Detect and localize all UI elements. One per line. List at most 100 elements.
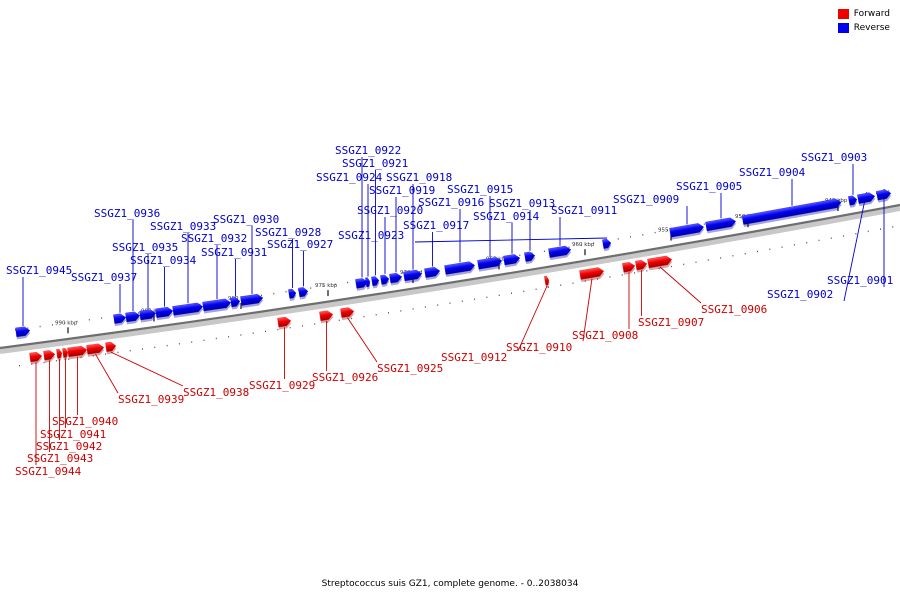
gene-label-SSGZ1_0918[interactable]: SSGZ1_0918 <box>386 171 452 184</box>
reverse-gene-feature[interactable] <box>524 251 536 265</box>
gene-arrow-SSGZ1_0942[interactable] <box>56 348 63 359</box>
gene-arrow-SSGZ1_0923[interactable] <box>602 238 612 249</box>
gene-arrow-SSGZ1_0922[interactable] <box>355 278 369 289</box>
gene-label-SSGZ1_0926[interactable]: SSGZ1_0926 <box>312 371 378 384</box>
reverse-gene-feature[interactable] <box>669 223 705 240</box>
gene-label-SSGZ1_0919[interactable]: SSGZ1_0919 <box>369 184 435 197</box>
gene-arrow-SSGZ1_0930[interactable] <box>240 293 264 306</box>
gene-label-SSGZ1_0920[interactable]: SSGZ1_0920 <box>357 204 423 217</box>
reverse-gene-feature[interactable] <box>355 278 369 291</box>
forward-gene-feature[interactable] <box>647 255 673 271</box>
gene-label-SSGZ1_0906[interactable]: SSGZ1_0906 <box>701 303 767 316</box>
gene-arrow-SSGZ1_0945[interactable] <box>15 326 31 338</box>
gene-label-SSGZ1_0925[interactable]: SSGZ1_0925 <box>377 362 443 375</box>
gene-arrow-SSGZ1_0916[interactable] <box>444 261 476 275</box>
forward-gene-feature[interactable] <box>622 261 636 275</box>
gene-arrow-SSGZ1_0917[interactable] <box>424 266 441 278</box>
gene-label-SSGZ1_0922[interactable]: SSGZ1_0922 <box>335 144 401 157</box>
gene-label-SSGZ1_0933[interactable]: SSGZ1_0933 <box>150 220 216 233</box>
forward-gene-feature[interactable] <box>62 348 69 361</box>
forward-gene-feature[interactable] <box>67 345 88 360</box>
forward-gene-feature[interactable] <box>86 343 105 357</box>
gene-arrow-SSGZ1_0927[interactable] <box>298 287 309 298</box>
gene-label-SSGZ1_0940[interactable]: SSGZ1_0940 <box>52 415 118 428</box>
gene-label-SSGZ1_0912[interactable]: SSGZ1_0912 <box>441 351 507 364</box>
gene-arrow-SSGZ1_0941[interactable] <box>62 348 69 358</box>
forward-gene-feature[interactable] <box>635 259 648 273</box>
reverse-gene-feature[interactable] <box>371 276 380 289</box>
reverse-gene-feature[interactable] <box>113 313 127 327</box>
reverse-gene-feature[interactable] <box>15 326 31 340</box>
reverse-gene-feature[interactable] <box>857 192 876 207</box>
gene-arrow-SSGZ1_0944[interactable] <box>29 351 43 363</box>
gene-label-SSGZ1_0909[interactable]: SSGZ1_0909 <box>613 193 679 206</box>
reverse-gene-feature[interactable] <box>298 287 309 300</box>
gene-label-SSGZ1_0904[interactable]: SSGZ1_0904 <box>739 166 806 179</box>
gene-arrow-SSGZ1_0926[interactable] <box>319 310 334 321</box>
gene-arrow-SSGZ1_0904[interactable] <box>741 198 842 225</box>
gene-label-SSGZ1_0913[interactable]: SSGZ1_0913 <box>489 197 555 210</box>
gene-label-SSGZ1_0945[interactable]: SSGZ1_0945 <box>6 264 72 277</box>
gene-arrow-SSGZ1_0932[interactable] <box>202 298 232 312</box>
gene-arrow-SSGZ1_0903[interactable] <box>848 195 858 206</box>
gene-arrow-SSGZ1_0933[interactable] <box>172 302 204 316</box>
forward-gene-feature[interactable] <box>29 351 43 365</box>
gene-label-SSGZ1_0903[interactable]: SSGZ1_0903 <box>801 151 867 164</box>
forward-gene-feature[interactable] <box>319 310 334 324</box>
gene-arrow-SSGZ1_0929[interactable] <box>277 316 292 328</box>
reverse-gene-feature[interactable] <box>705 217 737 234</box>
gene-label-SSGZ1_0939[interactable]: SSGZ1_0939 <box>118 393 184 406</box>
reverse-gene-feature[interactable] <box>288 288 297 301</box>
gene-arrow-SSGZ1_0914[interactable] <box>503 254 521 266</box>
gene-label-SSGZ1_0921[interactable]: SSGZ1_0921 <box>342 157 408 170</box>
gene-label-SSGZ1_0944[interactable]: SSGZ1_0944 <box>15 465 82 478</box>
reverse-gene-feature[interactable] <box>380 274 390 287</box>
forward-gene-feature[interactable] <box>56 348 63 361</box>
gene-arrow-SSGZ1_0902[interactable] <box>857 192 876 204</box>
reverse-gene-feature[interactable] <box>172 302 204 318</box>
gene-label-SSGZ1_0942[interactable]: SSGZ1_0942 <box>36 440 102 453</box>
gene-label-SSGZ1_0908[interactable]: SSGZ1_0908 <box>572 329 638 342</box>
gene-arrow-SSGZ1_0943[interactable] <box>43 350 56 361</box>
reverse-gene-feature[interactable] <box>202 298 232 314</box>
gene-label-SSGZ1_0923[interactable]: SSGZ1_0923 <box>338 229 404 242</box>
gene-label-SSGZ1_0927[interactable]: SSGZ1_0927 <box>267 238 333 251</box>
gene-arrow-SSGZ1_0938[interactable] <box>105 341 117 352</box>
reverse-gene-feature[interactable] <box>548 245 572 261</box>
forward-gene-feature[interactable] <box>277 316 292 330</box>
gene-arrow-SSGZ1_0928[interactable] <box>288 288 297 299</box>
reverse-gene-feature[interactable] <box>503 254 521 268</box>
reverse-gene-feature[interactable] <box>424 266 441 281</box>
reverse-gene-feature[interactable] <box>477 256 503 272</box>
reverse-gene-feature[interactable] <box>230 297 241 310</box>
gene-label-SSGZ1_0917[interactable]: SSGZ1_0917 <box>403 219 469 232</box>
reverse-gene-feature[interactable] <box>155 306 174 321</box>
reverse-gene-feature[interactable] <box>139 309 157 323</box>
gene-label-SSGZ1_0938[interactable]: SSGZ1_0938 <box>183 386 249 399</box>
gene-arrow-SSGZ1_0918[interactable] <box>403 269 423 282</box>
forward-gene-feature[interactable] <box>579 267 605 282</box>
reverse-gene-feature[interactable] <box>602 238 612 252</box>
forward-gene-feature[interactable] <box>105 341 117 355</box>
reverse-gene-feature[interactable] <box>403 269 423 284</box>
gene-label-SSGZ1_0910[interactable]: SSGZ1_0910 <box>506 341 572 354</box>
gene-label-SSGZ1_0901[interactable]: SSGZ1_0901 <box>827 274 893 287</box>
gene-arrow-SSGZ1_0913[interactable] <box>524 251 536 262</box>
gene-label-SSGZ1_0931[interactable]: SSGZ1_0931 <box>201 246 267 259</box>
gene-label-SSGZ1_0936[interactable]: SSGZ1_0936 <box>94 207 160 220</box>
gene-arrow-SSGZ1_0909[interactable] <box>669 223 704 238</box>
gene-arrow-SSGZ1_0910[interactable] <box>579 267 605 280</box>
gene-label-SSGZ1_0924[interactable]: SSGZ1_0924 <box>316 171 383 184</box>
gene-label-SSGZ1_0943[interactable]: SSGZ1_0943 <box>27 452 93 465</box>
reverse-gene-feature[interactable] <box>848 195 858 208</box>
gene-label-SSGZ1_0911[interactable]: SSGZ1_0911 <box>551 204 617 217</box>
gene-arrow-SSGZ1_0935[interactable] <box>139 309 157 321</box>
forward-gene-feature[interactable] <box>43 350 56 363</box>
gene-label-SSGZ1_0915[interactable]: SSGZ1_0915 <box>447 183 513 196</box>
gene-arrow-SSGZ1_0906[interactable] <box>647 255 673 269</box>
gene-label-SSGZ1_0902[interactable]: SSGZ1_0902 <box>767 288 833 301</box>
gene-arrow-SSGZ1_0939[interactable] <box>86 343 105 355</box>
gene-arrow-SSGZ1_0905[interactable] <box>705 217 736 232</box>
gene-arrow-SSGZ1_0924[interactable] <box>365 277 371 287</box>
reverse-gene-feature[interactable] <box>444 261 476 277</box>
